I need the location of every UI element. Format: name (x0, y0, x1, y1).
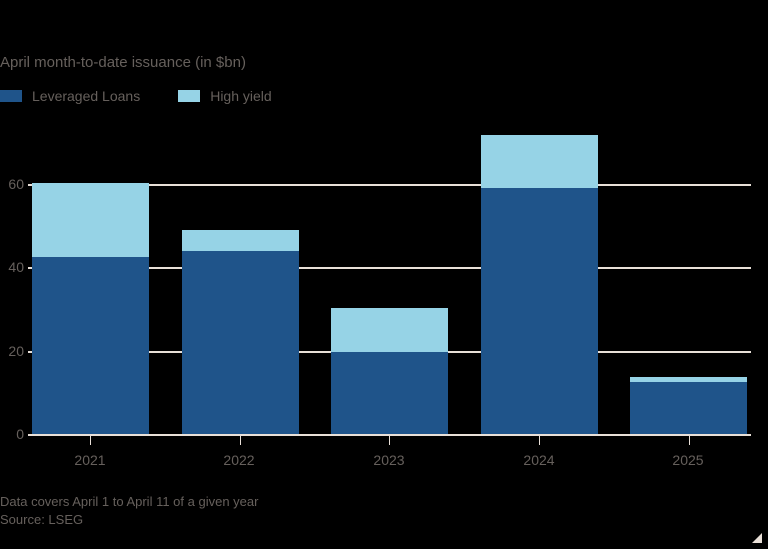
bar-segment (331, 308, 448, 352)
x-tick (90, 436, 91, 445)
bar-segment (481, 135, 598, 188)
bar-segment (331, 351, 448, 434)
chart-note: Data covers April 1 to April 11 of a giv… (0, 494, 259, 509)
bar-2021 (32, 0, 149, 434)
x-tick (539, 436, 540, 445)
legend-label: Leveraged Loans (32, 88, 141, 104)
bar-segment (630, 376, 747, 383)
gridline (28, 267, 751, 270)
resize-handle-icon (752, 533, 762, 543)
bar-2023 (331, 0, 448, 434)
x-tick (689, 436, 690, 445)
legend: Leveraged Loans High yield (0, 88, 310, 104)
gridline (28, 183, 751, 186)
x-tick (240, 436, 241, 445)
x-tick-label: 2025 (672, 452, 704, 468)
legend-swatch-high-yield (178, 90, 201, 102)
bar-2022 (182, 0, 299, 434)
y-tick-label: 20 (8, 343, 24, 359)
bar-2025 (630, 0, 747, 434)
baseline (28, 434, 751, 436)
x-tick (389, 436, 390, 445)
y-tick-label: 60 (8, 176, 24, 192)
y-tick-label: 40 (8, 259, 24, 275)
chart-title: April month-to-date issuance (in $bn) (0, 54, 246, 71)
x-tick-label: 2022 (223, 452, 255, 468)
legend-swatch-leveraged-loans (0, 90, 22, 102)
x-tick-label: 2024 (523, 452, 555, 468)
legend-item-high-yield: High yield (178, 88, 272, 104)
bar-segment (481, 187, 598, 434)
y-tick-label: 0 (16, 426, 24, 442)
x-tick-label: 2023 (373, 452, 405, 468)
legend-item-leveraged-loans: Leveraged Loans (0, 88, 140, 104)
bar-segment (630, 382, 747, 434)
bar-segment (32, 257, 149, 434)
legend-label: High yield (210, 88, 272, 104)
bar-segment (182, 250, 299, 434)
bar-segment (182, 229, 299, 251)
bar-2024 (481, 0, 598, 434)
bar-segment (32, 182, 149, 258)
x-tick-label: 2021 (74, 452, 106, 468)
chart-source: Source: LSEG (0, 512, 84, 527)
